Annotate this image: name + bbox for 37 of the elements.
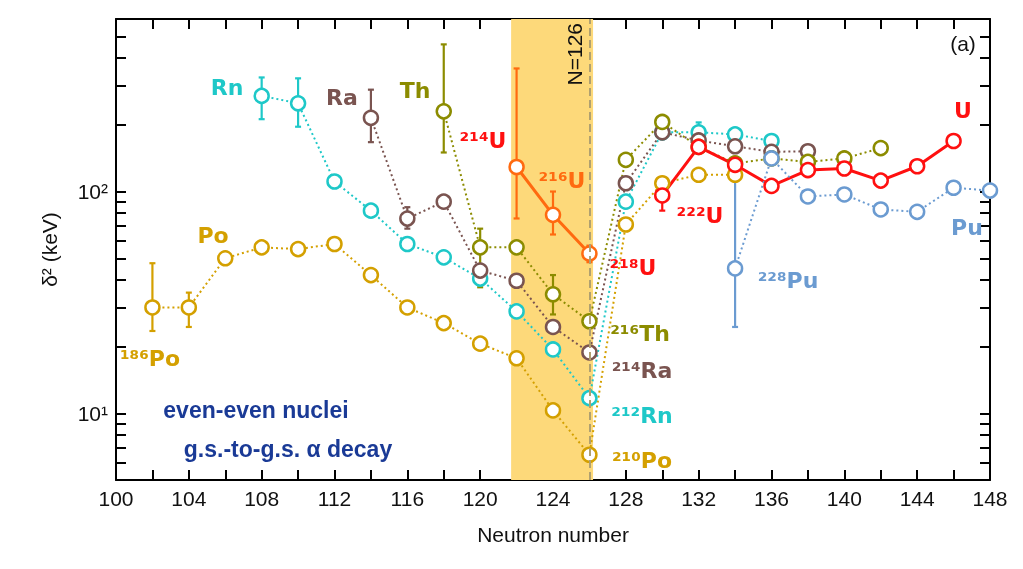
x-tick-label: 132 [681, 487, 717, 510]
annotation: ²¹²Rn [611, 402, 673, 428]
annotation: ²²⁸Pu [757, 267, 819, 293]
annotation: Pu [951, 214, 983, 240]
x-tick-label: 140 [826, 487, 862, 510]
y-tick-label: 10¹ [77, 401, 108, 425]
x-tick-label: 124 [535, 487, 571, 510]
annotation: even-even nuclei [163, 397, 349, 423]
annotation: ²¹⁶Th [610, 320, 670, 346]
x-tick-label: 136 [753, 487, 790, 510]
annotation: ²²²U [676, 202, 724, 228]
x-axis-title: Neutron number [477, 523, 629, 546]
x-tick-label: 116 [390, 487, 425, 510]
annotation: g.s.-to-g.s. α decay [183, 436, 393, 462]
x-tick-label: 104 [171, 487, 207, 510]
annotation: Th [399, 77, 431, 103]
annotation: ¹⁸⁶Po [119, 345, 181, 371]
annotation: Ra [326, 84, 358, 110]
x-tick-label: 100 [98, 487, 134, 510]
x-tick-label: 128 [608, 487, 644, 510]
annotation: ²¹⁸U [609, 254, 657, 280]
y-tick-label: 10² [77, 180, 108, 204]
annotation: ²¹⁴Ra [611, 357, 673, 383]
annotation: Po [197, 222, 229, 248]
x-tick-label: 112 [317, 487, 352, 510]
y-axis-title: δ² (keV) [38, 212, 61, 287]
annotation: Rn [210, 74, 244, 100]
annotation: U [954, 97, 972, 123]
x-tick-label: 144 [899, 487, 935, 510]
x-tick-label: 120 [462, 487, 498, 510]
annotation: (a) [950, 31, 976, 55]
x-tick-label: 148 [972, 487, 1008, 510]
annotation: ²¹⁰Po [611, 447, 673, 473]
ref-line-label: N=126 [563, 23, 587, 86]
annotation: ²¹⁶U [538, 167, 586, 193]
annotation: ²¹⁴U [459, 127, 507, 153]
x-tick-label: 108 [244, 487, 280, 510]
